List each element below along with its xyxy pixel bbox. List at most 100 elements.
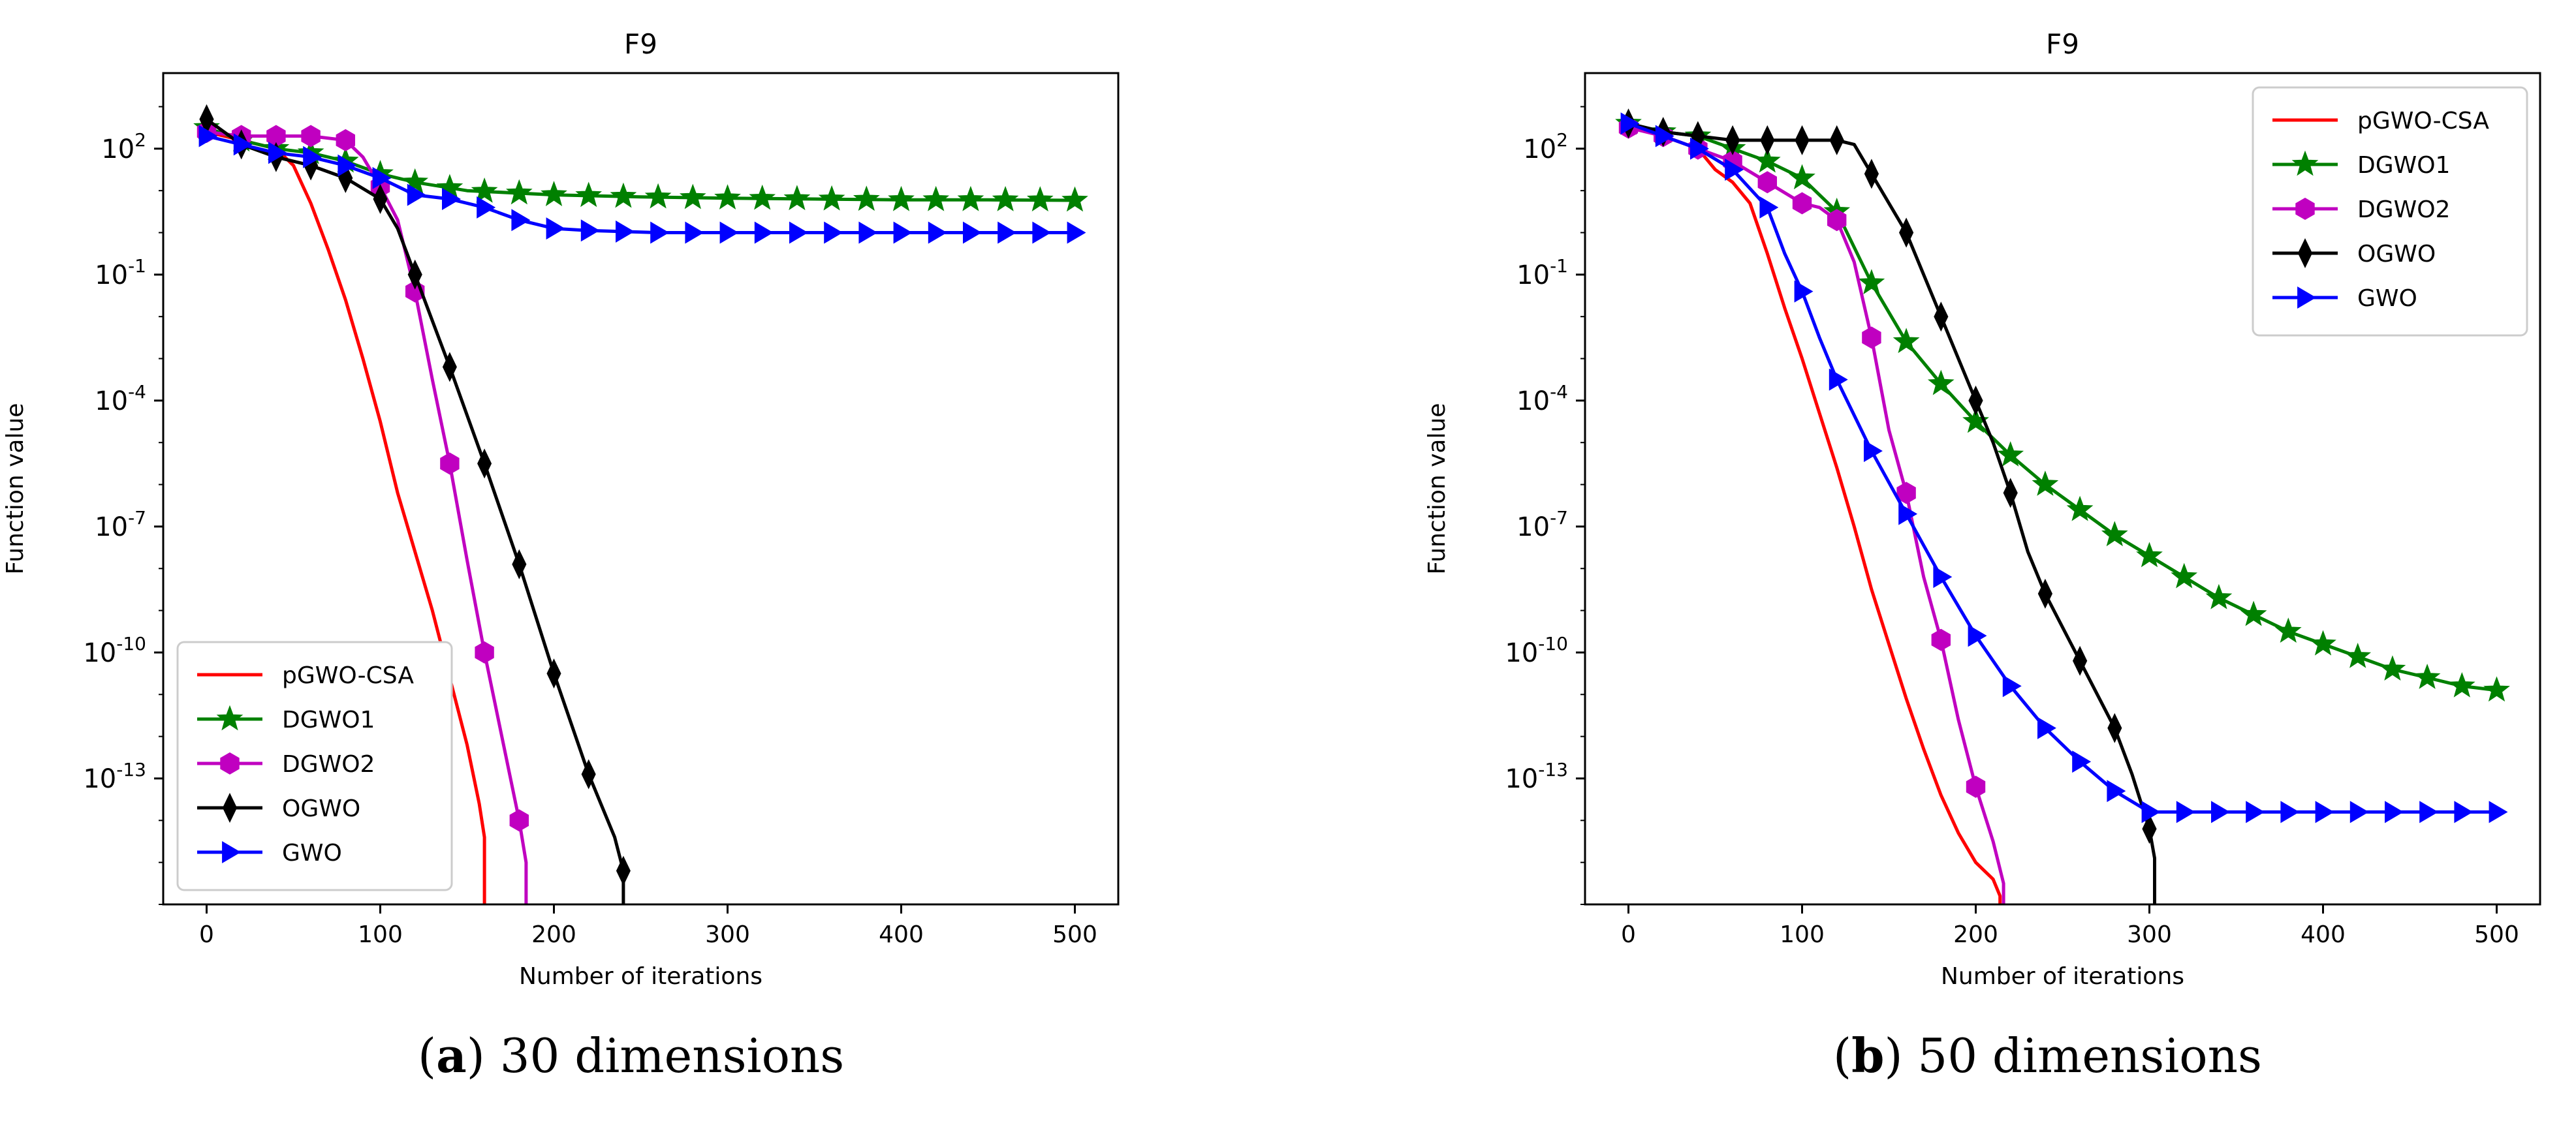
y-tick-label: 102 <box>101 129 146 164</box>
y-tick-label: 10-10 <box>83 633 146 668</box>
legend-label: OGWO <box>282 795 360 822</box>
y-tick-label: 10-7 <box>1516 507 1568 542</box>
legend-item-dgwo1: DGWO1 <box>2272 150 2450 179</box>
marker-gwo <box>2349 801 2369 823</box>
marker-dgwo1 <box>818 185 845 211</box>
legend: pGWO-CSA DGWO1 DGWO2 OGWO GWO <box>2252 86 2528 337</box>
marker-gwo <box>997 221 1017 244</box>
marker-gwo <box>789 221 808 244</box>
marker-ogwo <box>546 658 561 689</box>
marker-dgwo1 <box>610 182 637 208</box>
marker-dgwo2 <box>301 125 321 147</box>
x-tick-label: 100 <box>358 921 403 948</box>
legend-label: pGWO-CSA <box>282 662 414 689</box>
marker-dgwo1 <box>992 185 1019 211</box>
series-group <box>1615 108 2510 904</box>
x-tick-label: 400 <box>879 921 924 948</box>
marker-ogwo <box>2073 645 2088 676</box>
marker-gwo <box>2280 801 2300 823</box>
marker-gwo <box>511 209 531 232</box>
marker-dgwo1 <box>644 183 672 209</box>
marker-ogwo <box>1829 125 1844 155</box>
marker-gwo <box>198 125 218 147</box>
marker-dgwo1 <box>957 185 984 211</box>
marker-gwo <box>1898 502 1918 525</box>
marker-gwo <box>2107 780 2126 803</box>
marker-gwo <box>754 221 774 244</box>
marker-dgwo2 <box>1757 171 1777 194</box>
caption-a-letter: a <box>436 1028 467 1083</box>
marker-dgwo1 <box>1893 328 1920 354</box>
series-line-ogwo <box>1627 121 2156 904</box>
legend-label: pGWO-CSA <box>2357 108 2489 134</box>
marker-dgwo2 <box>336 129 355 151</box>
y-tick-label: 10-4 <box>95 381 146 416</box>
legend-label: DGWO1 <box>282 707 375 733</box>
marker-dgwo1 <box>2274 617 2302 643</box>
series-line-ogwo <box>206 117 625 904</box>
marker-ogwo <box>581 759 596 790</box>
marker-dgwo1 <box>505 179 533 205</box>
y-tick-label: 10-1 <box>1516 255 1568 290</box>
marker-dgwo1 <box>2101 521 2128 547</box>
legend-marker <box>2295 198 2315 220</box>
marker-gwo <box>2141 801 2161 823</box>
marker-gwo <box>1864 440 1883 463</box>
y-axis-label: Function value <box>2 403 29 575</box>
legend-item-pgwo-csa: pGWO-CSA <box>197 662 414 689</box>
marker-dgwo1 <box>853 185 880 211</box>
marker-dgwo1 <box>471 177 498 203</box>
x-tick-label: 100 <box>1780 921 1825 948</box>
marker-dgwo1 <box>1026 186 1054 212</box>
marker-dgwo1 <box>2240 600 2267 626</box>
marker-dgwo2 <box>440 452 460 475</box>
marker-gwo <box>1759 196 1779 219</box>
series-line-pgwo-csa <box>1627 121 2002 904</box>
legend-item-gwo: GWO <box>2272 285 2417 312</box>
marker-gwo <box>2385 801 2404 823</box>
legend-marker <box>220 752 240 775</box>
marker-gwo <box>442 188 461 210</box>
marker-dgwo2 <box>266 125 286 147</box>
legend-label: OGWO <box>2357 241 2436 268</box>
marker-dgwo1 <box>2136 542 2163 568</box>
marker-gwo <box>233 133 253 156</box>
plot-frame <box>162 72 1120 906</box>
x-tick-label: 0 <box>1621 921 1636 948</box>
marker-gwo <box>2211 801 2230 823</box>
legend: pGWO-CSA DGWO1 DGWO2 OGWO GWO <box>176 641 453 891</box>
marker-dgwo1 <box>679 183 706 209</box>
legend-box <box>2252 86 2528 337</box>
legend-label: DGWO1 <box>2357 152 2450 179</box>
legend-item-pgwo-csa: pGWO-CSA <box>2272 108 2489 134</box>
plot-frame <box>1584 72 2541 906</box>
marker-gwo <box>303 146 322 168</box>
marker-ogwo <box>1864 159 1879 189</box>
marker-ogwo <box>2107 713 2122 743</box>
caption-a: (a) 30 dimensions <box>418 1028 845 1083</box>
marker-dgwo1 <box>1753 147 1781 173</box>
chart-title: F9 <box>624 28 657 60</box>
marker-gwo <box>1725 159 1744 181</box>
y-tick-label: 10-7 <box>95 507 146 542</box>
marker-gwo <box>893 221 913 244</box>
marker-ogwo <box>373 184 388 214</box>
marker-ogwo <box>2142 814 2157 844</box>
marker-ogwo <box>2037 578 2052 609</box>
marker-gwo <box>1690 137 1709 160</box>
marker-gwo <box>580 219 600 242</box>
marker-ogwo <box>616 855 631 886</box>
caption-b-letter: b <box>1851 1028 1885 1083</box>
marker-dgwo1 <box>1858 269 1885 295</box>
marker-gwo <box>2419 801 2439 823</box>
marker-ogwo <box>2003 478 2018 508</box>
marker-dgwo1 <box>1789 164 1815 190</box>
marker-gwo <box>616 220 635 243</box>
marker-dgwo1 <box>2310 630 2336 656</box>
marker-gwo <box>928 221 947 244</box>
x-axis-label: Number of iterations <box>1941 963 2184 990</box>
legend-marker <box>2297 286 2316 309</box>
marker-gwo <box>546 217 565 240</box>
marker-gwo <box>477 196 496 219</box>
x-tick-label: 500 <box>2474 921 2519 948</box>
